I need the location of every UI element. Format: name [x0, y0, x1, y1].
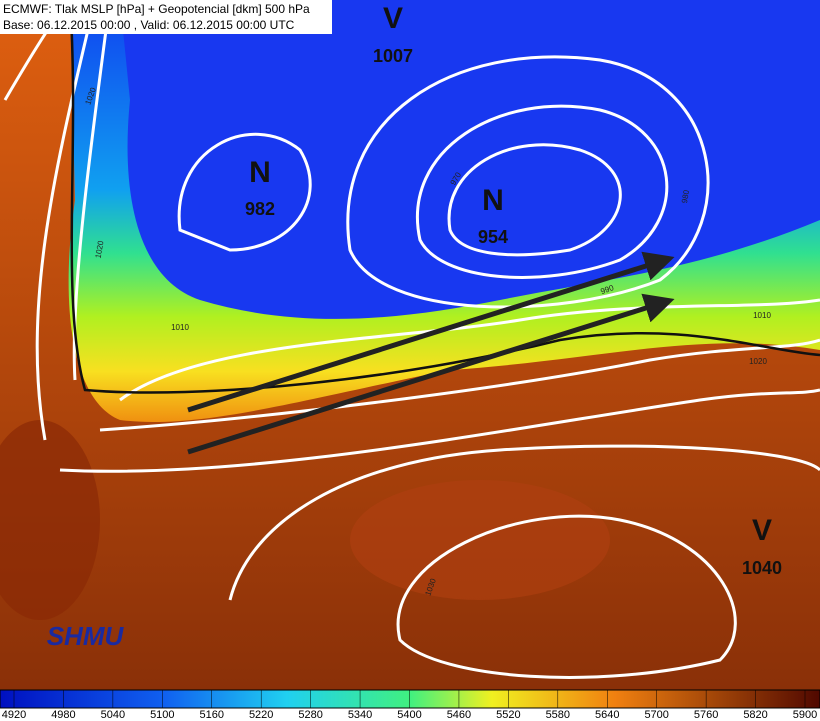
isobar-label: 980 [680, 189, 691, 204]
colorbar [0, 689, 820, 709]
center-symbol: V [383, 2, 403, 35]
center-value: 1007 [373, 46, 413, 66]
isobar-label: 1010 [753, 311, 771, 320]
center-symbol: V [752, 514, 772, 547]
colorbar-label: 5400 [397, 709, 421, 721]
colorbar-label: 5520 [496, 709, 520, 721]
colorbar-label: 5340 [348, 709, 372, 721]
colorbar-label: 5280 [298, 709, 322, 721]
colorbar-label: 5700 [644, 709, 668, 721]
center-value: 954 [478, 227, 508, 247]
colorbar-label: 5640 [595, 709, 619, 721]
header-box [0, 0, 332, 34]
colorbar-label: 5580 [546, 709, 570, 721]
colorbar-label: 5460 [447, 709, 471, 721]
isobar-label: 1020 [749, 357, 767, 366]
arrows [187, 251, 675, 455]
colorbar-label: 5900 [793, 709, 817, 721]
header-title: ECMWF: Tlak MSLP [hPa] + Geopotencial [d… [3, 2, 310, 16]
colorbar-label: 5760 [694, 709, 718, 721]
isobar-label: 1020 [94, 239, 106, 259]
isobar-label: 1010 [171, 323, 189, 332]
isobars [3, 0, 820, 679]
colorbar-label: 5220 [249, 709, 273, 721]
logo: SHMU [47, 621, 125, 651]
colorbar-label: 5100 [150, 709, 174, 721]
colorbar-label: 4920 [2, 709, 26, 721]
center-value: 982 [245, 199, 275, 219]
center-symbol: N [249, 156, 271, 189]
center-value: 1040 [742, 558, 782, 578]
colorbar-label: 5820 [743, 709, 767, 721]
colorbar-label: 5040 [101, 709, 125, 721]
colorbar-label: 4980 [51, 709, 75, 721]
center-symbol: N [482, 184, 504, 217]
header-valid: Base: 06.12.2015 00:00 , Valid: 06.12.20… [3, 18, 295, 32]
isobar-label: 990 [599, 283, 615, 296]
colorbar-label: 5160 [200, 709, 224, 721]
